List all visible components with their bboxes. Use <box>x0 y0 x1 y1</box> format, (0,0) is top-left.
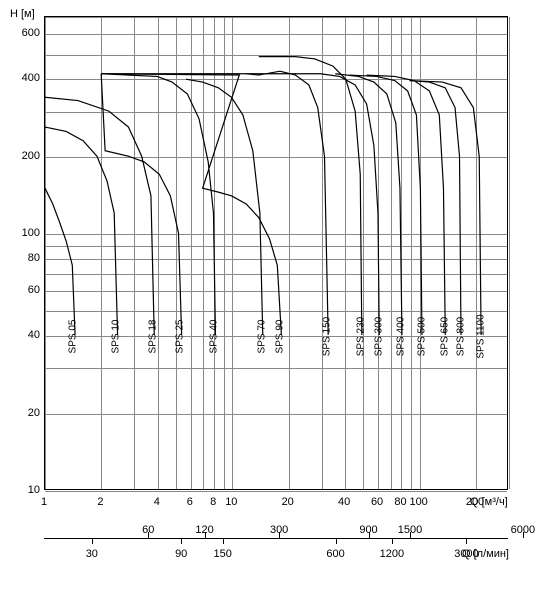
y-tick: 200 <box>12 150 40 162</box>
x-tick: 1 <box>41 496 47 508</box>
series-label: SPS 40 <box>209 320 220 354</box>
x-tick: 100 <box>409 496 427 508</box>
x-tick-secondary: 1200 <box>380 548 404 560</box>
curve-9 <box>246 74 379 335</box>
plot-area: SPS 05 SPS 10 SPS 18 SPS 25 SPS 40 SPS 70 SPS … <box>44 16 508 490</box>
curve-2 <box>45 97 154 335</box>
series-label: SPS 1100 <box>476 315 487 359</box>
y-tick: 100 <box>12 227 40 239</box>
series-label: SPS 800 <box>455 317 466 356</box>
x-tick-secondary: 30 <box>86 548 98 560</box>
y-tick: 20 <box>12 407 40 419</box>
x-axis-label-primary: Q [м³/ч] <box>470 496 508 508</box>
x-tick: 6 <box>187 496 193 508</box>
pump-curve-chart: SPS 05 SPS 10 SPS 18 SPS 25 SPS 40 SPS 70 SPS … <box>44 16 508 490</box>
x-tick: 4 <box>154 496 160 508</box>
curve-4 <box>101 74 215 335</box>
y-tick: 400 <box>12 72 40 84</box>
secondary-axis-line <box>44 538 508 539</box>
y-tick: 60 <box>12 284 40 296</box>
series-label: SPS 10 <box>110 320 121 354</box>
x-tick-secondary: 90 <box>175 548 187 560</box>
curve-0 <box>45 188 75 335</box>
x-tick: 80 <box>394 496 406 508</box>
x-tick-secondary: 600 <box>326 548 344 560</box>
series-label: SPS 230 <box>356 317 367 356</box>
x-tick: 2 <box>97 496 103 508</box>
curve-8 <box>259 57 362 335</box>
y-tick: 600 <box>12 27 40 39</box>
curve-1 <box>45 127 118 335</box>
curve-3 <box>101 74 181 335</box>
grid-line-h <box>45 491 507 492</box>
grid-line-v <box>509 17 510 489</box>
x-tick: 60 <box>371 496 383 508</box>
x-tick: 20 <box>282 496 294 508</box>
y-tick: 10 <box>12 484 40 496</box>
series-label: SPS 18 <box>147 320 158 354</box>
x-tick: 8 <box>210 496 216 508</box>
x-tick: 10 <box>225 496 237 508</box>
y-tick: 80 <box>12 252 40 264</box>
series-label: SPS 500 <box>416 317 427 356</box>
x-tick-secondary: 150 <box>214 548 232 560</box>
curves-layer <box>45 17 507 489</box>
y-axis-label: H [м] <box>10 8 35 20</box>
series-label: SPS 05 <box>68 320 79 354</box>
x-axis-label-secondary: Q [л/мин] <box>462 548 509 560</box>
curve-5 <box>186 79 263 335</box>
series-label: SPS 25 <box>175 320 186 354</box>
series-label: SPS 90 <box>275 320 286 354</box>
curve-6 <box>101 74 281 335</box>
series-label: SPS 400 <box>396 317 407 356</box>
series-label: SPS 70 <box>256 320 267 354</box>
series-label: SPS 150 <box>322 317 333 356</box>
y-tick: 40 <box>12 329 40 341</box>
curve-13 <box>410 81 461 335</box>
series-label: SPS 650 <box>440 317 451 356</box>
x-tick: 40 <box>338 496 350 508</box>
series-label: SPS 300 <box>373 317 384 356</box>
